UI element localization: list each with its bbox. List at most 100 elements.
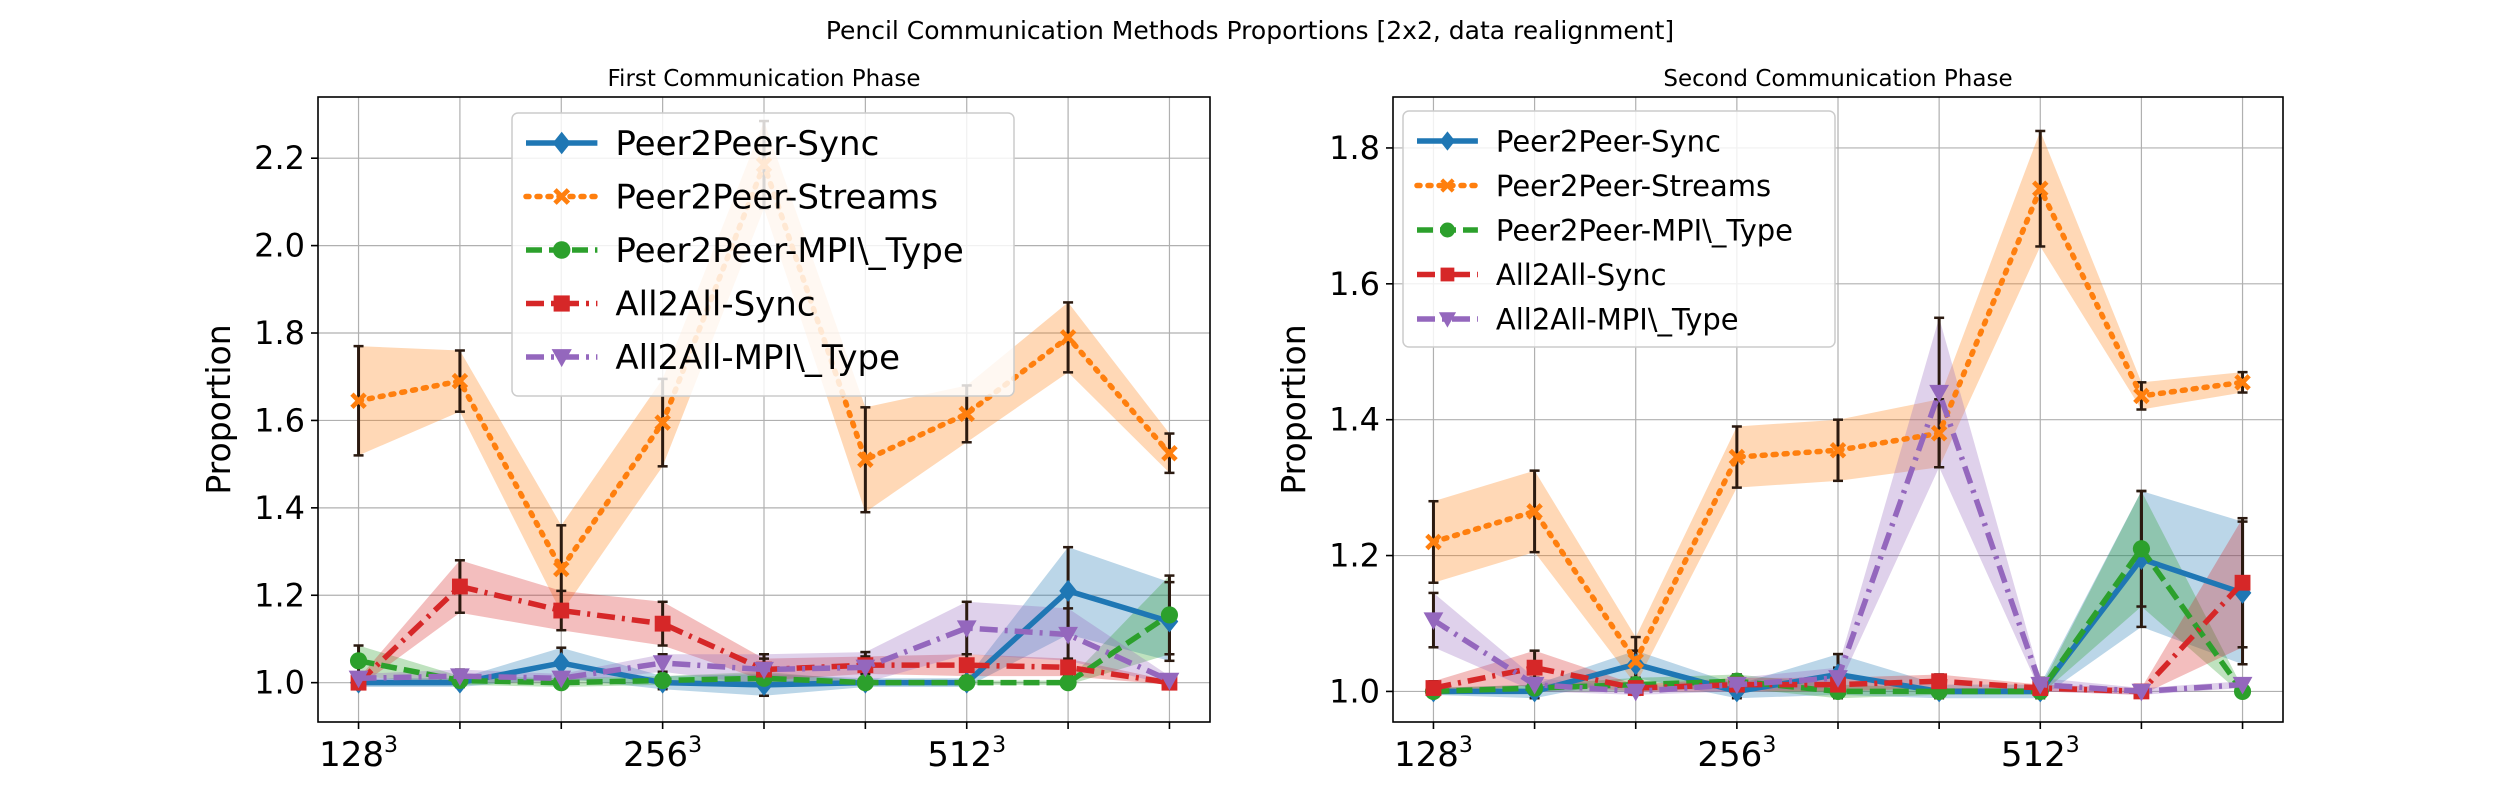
- y-tick-label: 1.2: [1329, 537, 1380, 575]
- legend-box: [1402, 110, 1836, 348]
- legend-marker-all2all-sync: [1440, 267, 1455, 282]
- legend-marker-peer2peer-streams: [1440, 178, 1455, 193]
- point-peer2peer-streams: [654, 414, 671, 431]
- y-tick-label: 1.0: [254, 664, 305, 702]
- charts: 1.0 1.2 1.4 1.6 1.8 2.0 2.2 1283 2563 5123 First C…: [199, 66, 2284, 775]
- legend-marker-all2all-mpi-type: [551, 349, 572, 368]
- chart-title: Second Communication Phase: [1663, 66, 2012, 92]
- point-all2all-mpi-type: [1929, 384, 1950, 403]
- point-all2all-mpi-type: [754, 661, 774, 680]
- point-all2all-mpi-type: [2030, 676, 2051, 695]
- legend-label-peer2peer-sync: Peer2Peer-Sync: [1496, 124, 1721, 158]
- point-all2all-mpi-type: [652, 655, 673, 673]
- point-all2all-sync: [553, 602, 570, 619]
- point-peer2peer-streams: [1627, 652, 1644, 670]
- point-all2all-sync: [1526, 659, 1543, 676]
- point-all2all-sync: [958, 657, 975, 674]
- y-tick-label: 1.4: [254, 489, 305, 527]
- chart-1: 1.0 1.2 1.4 1.6 1.8 2.0 2.2 1283 2563 5123 First C…: [199, 66, 1211, 775]
- point-all2all-sync: [1425, 680, 1442, 696]
- legend-marker-peer2peer-mpi-type: [552, 241, 571, 259]
- y-tick-label: 1.6: [254, 401, 305, 439]
- legend-marker-all2all-sync: [553, 295, 570, 312]
- figure-title: Pencil Communication Methods Proportions…: [826, 16, 1674, 45]
- point-peer2peer-sync: [552, 651, 571, 674]
- point-peer2peer-mpi-type: [1160, 606, 1179, 624]
- x-tick-label: 1283: [1394, 733, 1473, 775]
- point-peer2peer-streams: [1930, 425, 1948, 442]
- point-all2all-mpi-type: [956, 620, 977, 638]
- point-all2all-mpi-type: [1058, 626, 1078, 645]
- legend: Peer2Peer-Sync Peer2Peer-Streams Peer2Peer…: [511, 112, 1015, 397]
- legend-label-all2all-mpi-type: All2All-MPI\_Type: [615, 338, 900, 378]
- legend-marker-all2all-mpi-type: [1438, 312, 1457, 328]
- y-axis-label: Proportion: [199, 324, 238, 494]
- y-axis-label: Proportion: [1274, 324, 1313, 494]
- point-peer2peer-streams: [1059, 329, 1077, 346]
- point-all2all-mpi-type: [348, 670, 369, 689]
- point-all2all-mpi-type: [450, 668, 470, 687]
- point-all2all-sync: [2234, 574, 2251, 591]
- point-peer2peer-streams: [958, 405, 975, 423]
- point-peer2peer-streams: [1728, 448, 1746, 466]
- y-tick-label: 1.0: [1329, 672, 1380, 710]
- legend-box: [511, 112, 1015, 397]
- legend-label-peer2peer-sync: Peer2Peer-Sync: [615, 124, 879, 164]
- y-tick-label: 2.0: [254, 227, 305, 265]
- point-all2all-sync: [1060, 659, 1077, 676]
- legend-label-all2all-mpi-type: All2All-MPI\_Type: [1496, 302, 1739, 336]
- point-peer2peer-streams: [553, 560, 570, 578]
- series-line-peer2peer-mpi-type: [358, 612, 1171, 686]
- point-all2all-mpi-type: [2232, 676, 2253, 695]
- y-tick-label: 1.6: [1329, 265, 1380, 303]
- legend-marker-peer2peer-sync: [1439, 131, 1456, 151]
- point-all2all-mpi-type: [1159, 672, 1180, 691]
- y-tick-label: 2.2: [254, 139, 305, 177]
- legend-label-all2all-sync: All2All-Sync: [615, 285, 815, 325]
- point-all2all-mpi-type: [1524, 676, 1545, 695]
- point-all2all-mpi-type: [1423, 612, 1444, 630]
- legend-label-peer2peer-mpi-type: Peer2Peer-MPI\_Type: [1496, 213, 1793, 247]
- point-peer2peer-streams: [350, 392, 367, 410]
- legend-label-peer2peer-streams: Peer2Peer-Streams: [1496, 169, 1771, 203]
- point-all2all-mpi-type: [855, 659, 876, 678]
- point-peer2peer-streams: [1526, 503, 1543, 520]
- point-all2all-mpi-type: [1828, 670, 1848, 688]
- legend-label-peer2peer-mpi-type: Peer2Peer-MPI\_Type: [615, 231, 963, 271]
- point-all2all-sync: [654, 615, 671, 632]
- point-all2all-mpi-type: [1625, 683, 1646, 702]
- chart-2: 1.0 1.2 1.4 1.6 1.8 1283 2563 5123 Second Commun…: [1274, 66, 2284, 775]
- y-tick-label: 1.4: [1329, 401, 1380, 439]
- y-tick-label: 1.8: [254, 314, 305, 352]
- point-peer2peer-mpi-type: [958, 674, 976, 692]
- x-tick-label: 2563: [1697, 733, 1776, 775]
- point-peer2peer-mpi-type: [2132, 540, 2150, 558]
- point-peer2peer-streams: [1425, 533, 1442, 551]
- legend-marker-peer2peer-sync: [552, 131, 571, 155]
- legend-label-peer2peer-streams: Peer2Peer-Streams: [615, 178, 938, 218]
- point-all2all-mpi-type: [1726, 676, 1747, 695]
- point-all2all-mpi-type: [551, 670, 572, 689]
- point-peer2peer-streams: [1161, 444, 1178, 462]
- band-all2all-sync: [1433, 518, 2243, 695]
- point-peer2peer-sync: [1059, 579, 1077, 602]
- point-all2all-mpi-type: [2131, 683, 2152, 702]
- legend-marker-peer2peer-streams: [553, 188, 571, 205]
- legend: Peer2Peer-Sync Peer2Peer-Streams Peer2Peer…: [1402, 110, 1836, 348]
- point-peer2peer-streams: [2133, 387, 2150, 405]
- x-tick-label: 5123: [2001, 733, 2080, 775]
- point-peer2peer-mpi-type: [1059, 674, 1077, 692]
- point-peer2peer-streams: [2032, 180, 2049, 197]
- point-all2all-sync: [451, 578, 468, 595]
- point-peer2peer-streams: [2234, 374, 2251, 391]
- legend-marker-peer2peer-mpi-type: [1439, 222, 1455, 238]
- point-peer2peer-mpi-type: [654, 671, 672, 690]
- point-peer2peer-streams: [451, 372, 469, 390]
- point-peer2peer-streams: [1829, 442, 1847, 459]
- point-peer2peer-mpi-type: [856, 674, 874, 692]
- legend-label-all2all-sync: All2All-Sync: [1496, 258, 1667, 292]
- series-line-all2all-sync: [1432, 580, 2245, 695]
- x-tick-label: 5123: [927, 733, 1006, 775]
- point-peer2peer-streams: [857, 451, 874, 469]
